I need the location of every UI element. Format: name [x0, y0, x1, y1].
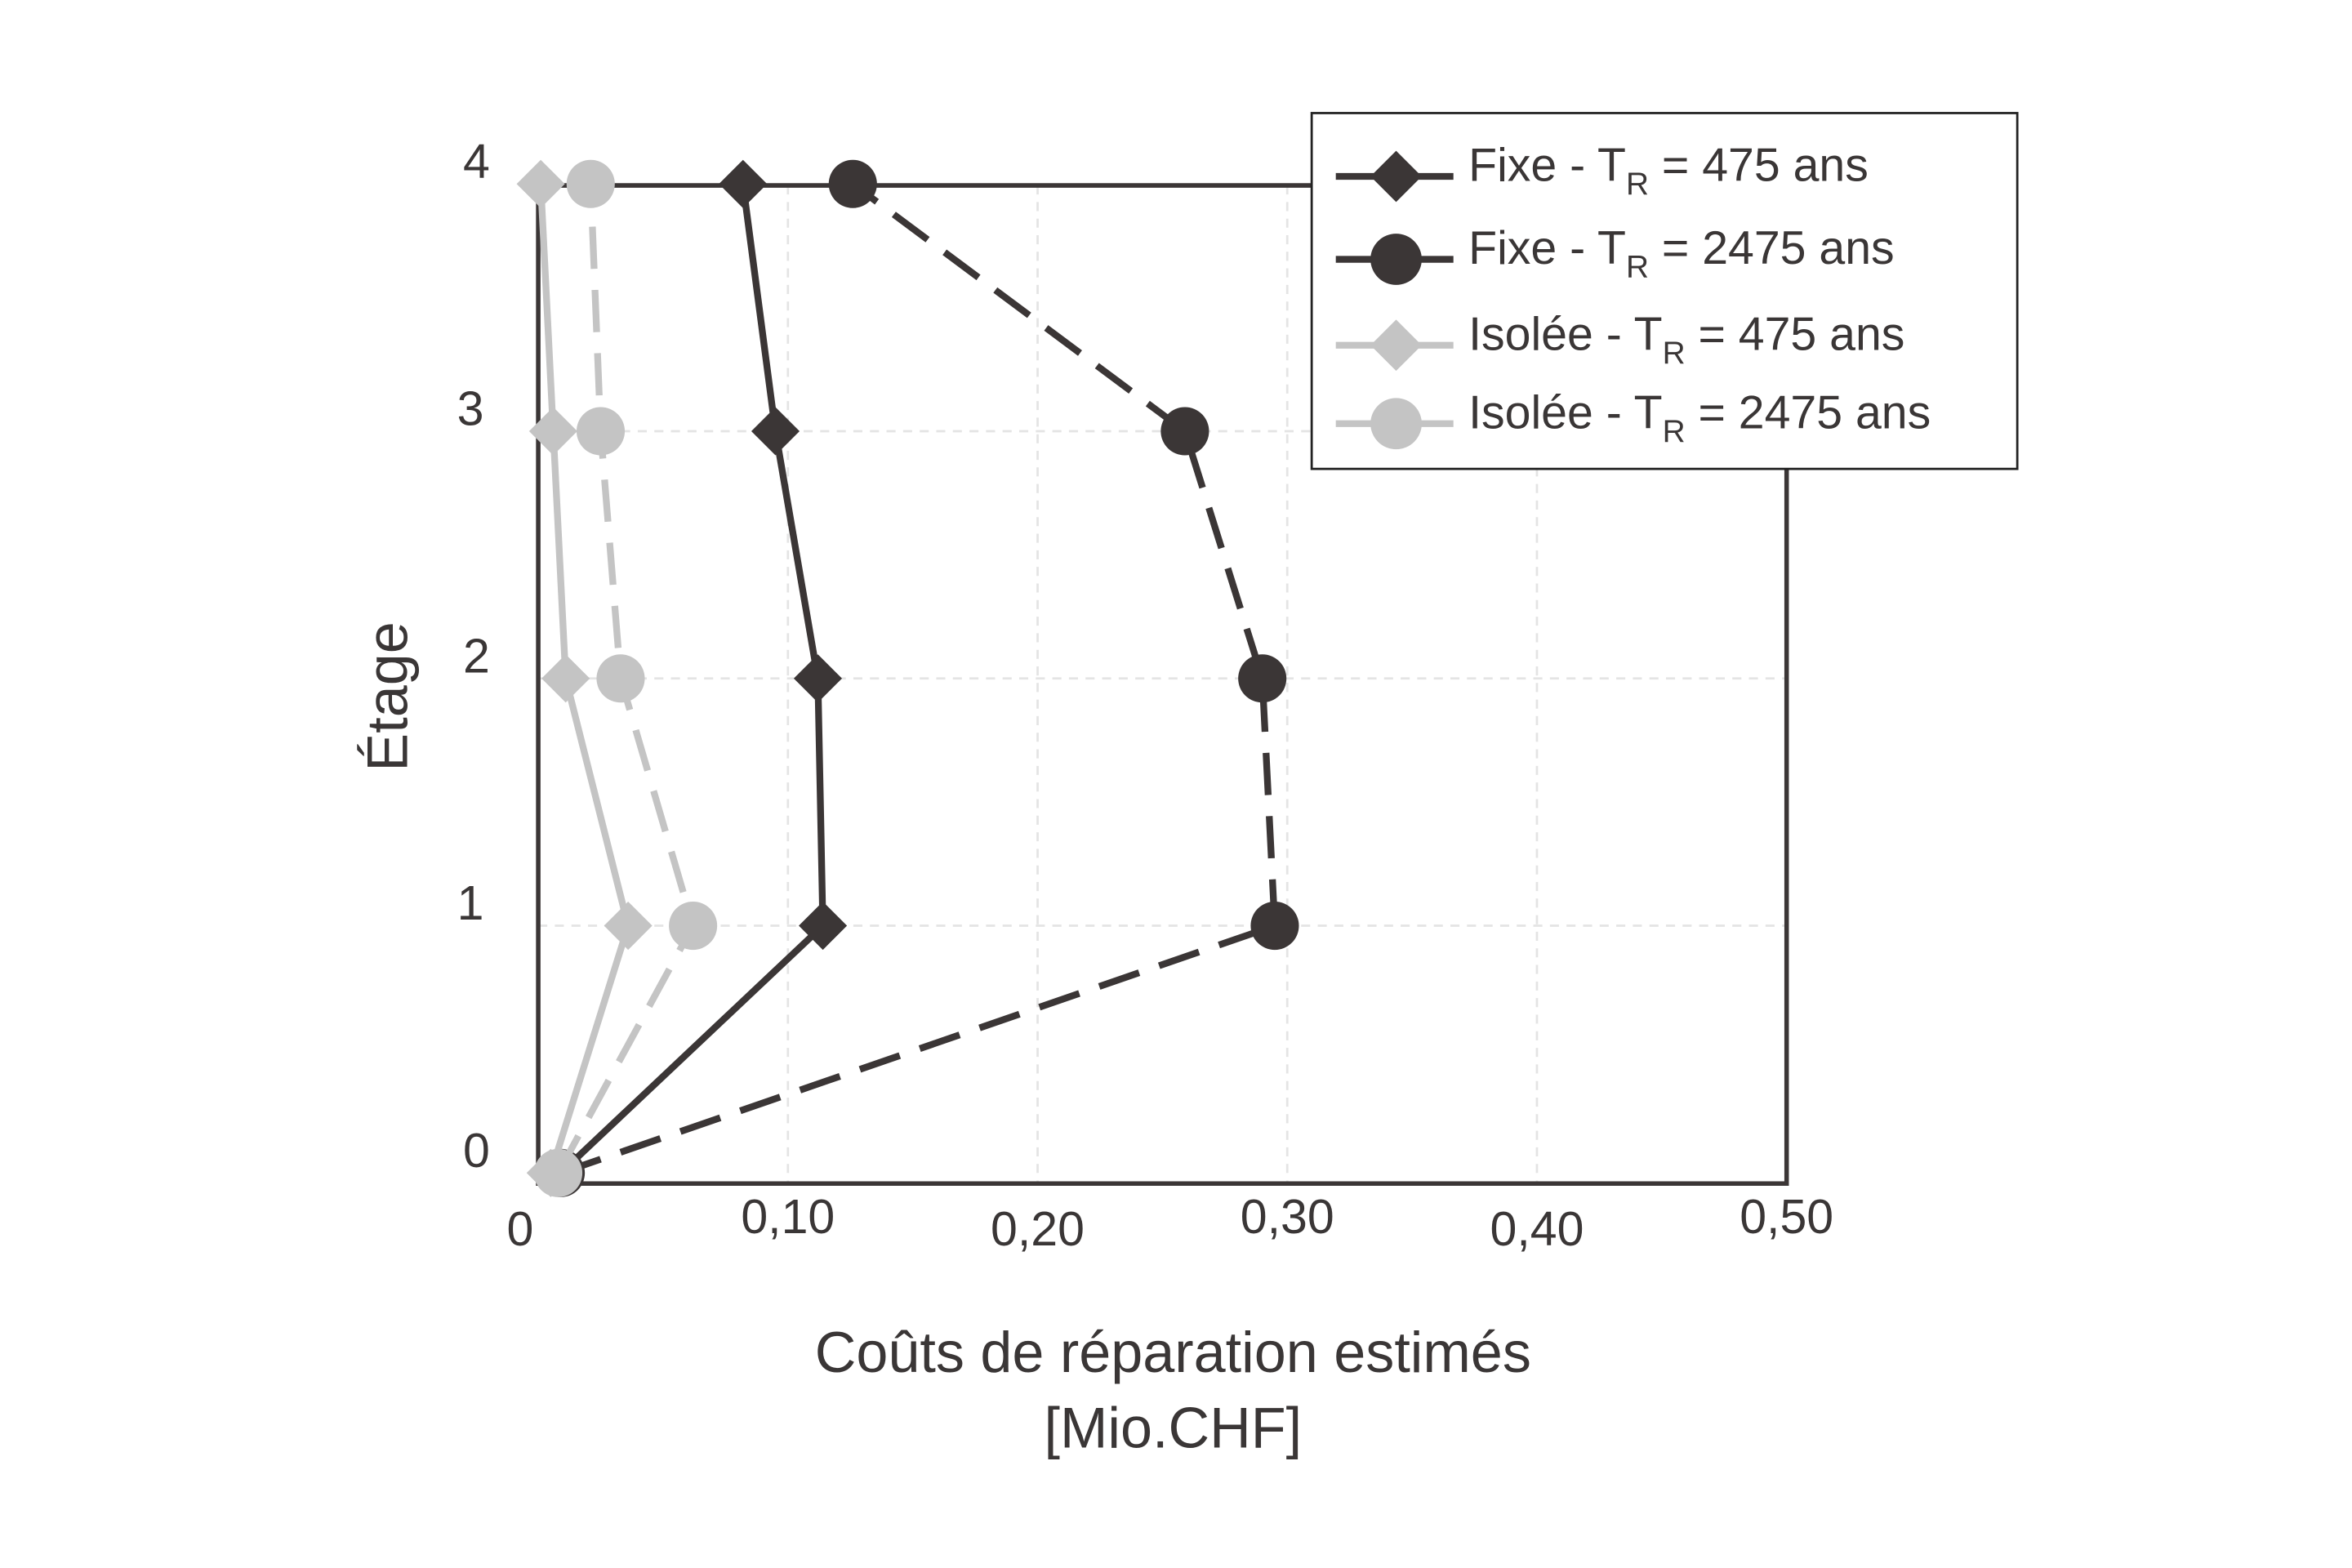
legend-marker [1370, 398, 1422, 450]
x-tick-label: 0,50 [1740, 1190, 1833, 1244]
legend: Fixe - TR = 475 ans Fixe - TR = 2475 ans I… [1310, 112, 2019, 470]
y-tick-label: 1 [457, 876, 484, 930]
legend-label: Isolée - TR = 2475 ans [1468, 386, 1931, 449]
data-point [604, 902, 653, 951]
y-axis-label: Étage [354, 621, 419, 771]
series-3 [533, 159, 718, 1197]
y-tick-label: 0 [463, 1124, 490, 1178]
legend-label: Fixe - TR = 2475 ans [1468, 222, 1895, 285]
x-tick-label: 0 [506, 1202, 533, 1256]
x-axis-unit: [Mio.CHF] [1044, 1395, 1302, 1459]
data-point [576, 407, 626, 456]
legend-label: Fixe - TR = 475 ans [1468, 140, 1869, 203]
legend-label: Isolée - TR = 475 ans [1468, 308, 1904, 371]
y-tick-label: 2 [463, 629, 490, 683]
data-point [1238, 654, 1287, 703]
data-point [669, 902, 718, 951]
x-tick-label: 0,10 [741, 1190, 835, 1244]
data-point [799, 902, 848, 951]
tick-labels: 0 0,10 0,20 0,30 0,40 0,50 0 1 2 3 4 [457, 135, 1834, 1256]
y-tick-label: 3 [457, 382, 484, 436]
data-point [793, 654, 843, 703]
data-point [541, 654, 590, 703]
data-point [516, 159, 565, 208]
x-axis-label: Coûts de réparation estimés [815, 1320, 1531, 1384]
series-group [516, 159, 1299, 1197]
y-tick-label: 4 [463, 135, 490, 189]
legend-marker [1370, 150, 1422, 203]
series-1 [537, 159, 1299, 1197]
data-point [751, 407, 800, 456]
legend-marker [1370, 234, 1422, 285]
data-point [1160, 407, 1209, 456]
x-tick-label: 0,20 [991, 1202, 1085, 1256]
legend-box [1310, 112, 2019, 470]
x-tick-label: 0,30 [1241, 1190, 1334, 1244]
series-2 [516, 159, 653, 1197]
data-point [533, 1148, 583, 1197]
data-point [828, 159, 877, 208]
data-point [719, 159, 768, 208]
data-point [566, 159, 615, 208]
data-point [596, 654, 645, 703]
x-tick-label: 0,40 [1490, 1202, 1584, 1256]
series-line [559, 180, 1279, 1177]
data-point [1250, 902, 1299, 951]
